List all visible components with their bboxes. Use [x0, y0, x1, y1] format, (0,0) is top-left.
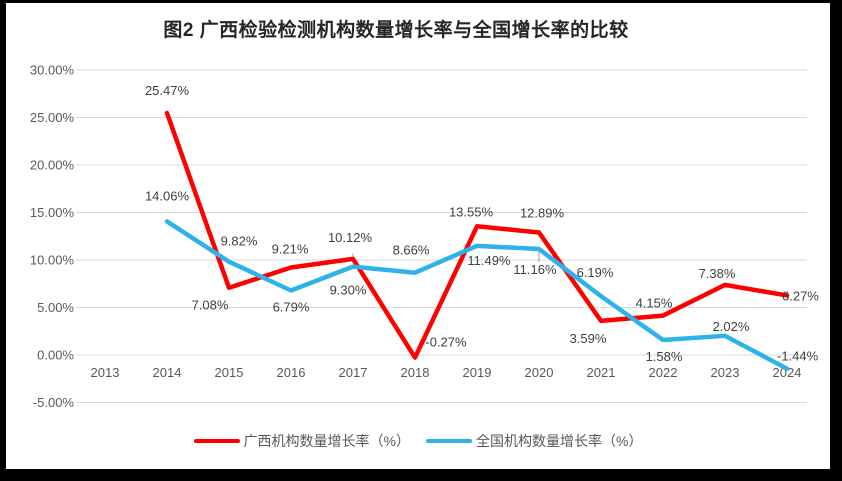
data-label: 11.49% — [467, 253, 511, 268]
data-label: 25.47% — [145, 83, 190, 98]
x-axis-tick-label: 2015 — [215, 365, 244, 380]
data-label: 6.19% — [577, 265, 614, 280]
legend-line-swatch — [426, 439, 472, 443]
y-axis-tick-label: 20.00% — [30, 158, 75, 173]
legend: 广西机构数量增长率（%） 全国机构数量增长率（%） — [12, 431, 824, 451]
legend-line-swatch — [193, 439, 240, 443]
data-label: 7.38% — [699, 266, 736, 281]
y-axis-tick-label: 30.00% — [30, 63, 75, 78]
x-axis-tick-label: 2013 — [91, 365, 120, 380]
data-label: 12.89% — [520, 206, 565, 221]
data-label: -0.27% — [425, 335, 467, 350]
data-label: 7.08% — [192, 298, 229, 313]
data-label: 3.59% — [570, 331, 607, 346]
x-axis-tick-label: 2021 — [587, 365, 616, 380]
data-label: 1.58% — [646, 349, 683, 364]
y-axis-tick-label: 15.00% — [30, 205, 75, 220]
chart-panel: 图2 广西检验检测机构数量增长率与全国增长率的比较 广西机构数量增长率（%） 全国… — [6, 3, 830, 469]
data-label: 6.27% — [782, 288, 819, 303]
y-axis-tick-label: 0.00% — [37, 348, 74, 363]
x-axis-tick-label: 2023 — [711, 365, 740, 380]
x-axis-tick-label: 2022 — [649, 365, 678, 380]
x-axis-tick-label: 2017 — [339, 365, 368, 380]
legend-label: 全国机构数量增长率（%） — [476, 433, 643, 449]
x-axis-tick-label: 2020 — [525, 365, 554, 380]
legend-label: 广西机构数量增长率（%） — [243, 433, 410, 449]
data-label: 13.55% — [449, 204, 494, 219]
x-axis-tick-label: 2019 — [463, 365, 492, 380]
data-label: 4.15% — [636, 296, 673, 311]
data-label: 6.79% — [273, 299, 310, 314]
data-label: 9.82% — [221, 234, 258, 249]
series-line-0 — [164, 110, 790, 360]
series-line-1 — [164, 219, 790, 371]
data-label: 2.02% — [713, 319, 750, 334]
data-label: 8.66% — [393, 243, 430, 258]
data-label: 9.21% — [272, 242, 309, 257]
data-label: -1.44% — [777, 349, 819, 364]
x-axis-tick-label: 2024 — [773, 365, 802, 380]
data-label: 10.12% — [328, 230, 373, 245]
chart-title: 图2 广西检验检测机构数量增长率与全国增长率的比较 — [163, 20, 629, 41]
y-axis-tick-label: -5.00% — [33, 395, 75, 410]
x-axis-tick-label: 2014 — [153, 365, 182, 380]
data-label: 11.16% — [513, 262, 557, 277]
legend-item-1: 全国机构数量增长率（%） — [426, 431, 642, 451]
legend-item-0: 广西机构数量增长率（%） — [193, 431, 410, 451]
data-label: 14.06% — [145, 188, 190, 203]
y-axis-tick-label: 5.00% — [37, 300, 74, 315]
y-axis-tick-label: 10.00% — [30, 253, 75, 268]
data-label: 9.30% — [330, 283, 367, 298]
x-axis-tick-label: 2018 — [401, 365, 430, 380]
y-axis-tick-label: 25.00% — [30, 110, 75, 125]
x-axis-tick-label: 2016 — [277, 365, 306, 380]
